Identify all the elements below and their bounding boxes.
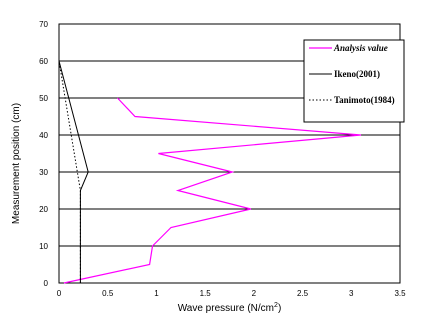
x-axis-title-superscript: 2: [274, 302, 278, 309]
legend-box: [303, 39, 405, 123]
y-tick-label: 60: [39, 57, 48, 66]
legend: Analysis value Ikeno(2001) Tanimoto(1984): [303, 39, 405, 123]
legend-label-1: Ikeno(2001): [334, 69, 380, 79]
x-tick-label: 3: [349, 289, 354, 298]
legend-label-2: Tanimoto(1984): [334, 95, 395, 105]
y-tick-label: 30: [39, 168, 48, 177]
legend-label-0: Analysis value: [333, 43, 388, 53]
x-axis-ticks: 0 0.5 1 1.5 2 2.5 3 3.5: [57, 289, 406, 298]
series-line-2: [58, 60, 81, 283]
y-tick-label: 20: [39, 205, 48, 214]
y-tick-label: 10: [39, 242, 48, 251]
x-tick-label: 0.5: [102, 289, 114, 298]
x-tick-label: 2: [252, 289, 257, 298]
x-axis-title-main: Wave pressure (N/cm: [178, 303, 274, 314]
x-tick-label: 0: [57, 289, 62, 298]
y-tick-label: 0: [44, 279, 49, 288]
y-axis-title: Measurement position (cm): [11, 103, 22, 224]
x-tick-label: 1.5: [200, 289, 212, 298]
x-tick-label: 2.5: [297, 289, 309, 298]
y-tick-label: 50: [39, 94, 48, 103]
x-tick-label: 3.5: [394, 289, 406, 298]
plot-area-frame: [58, 23, 401, 284]
series-line-0: [63, 97, 362, 284]
x-axis-title-end: ): [278, 303, 281, 314]
y-tick-label: 40: [39, 131, 48, 140]
y-tick-label: 70: [39, 20, 48, 29]
x-axis-title: Wave pressure (N/cm2): [178, 302, 282, 314]
series-lines: [58, 60, 362, 284]
y-axis-ticks: 0 10 20 30 40 50 60 70: [39, 20, 48, 288]
x-tick-label: 1: [154, 289, 159, 298]
